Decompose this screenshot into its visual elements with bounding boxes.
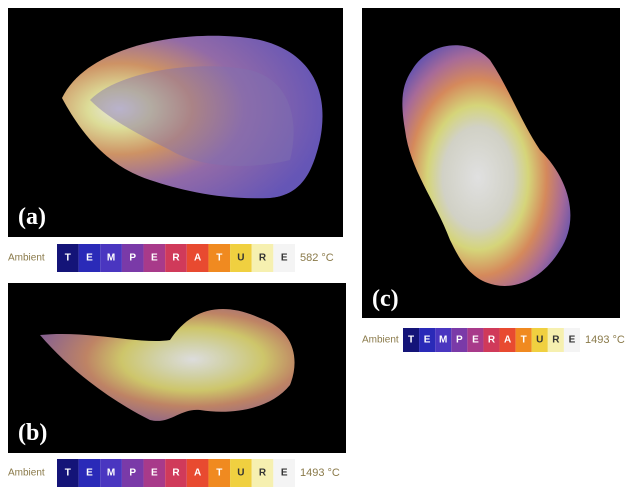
scale-letter: E <box>472 335 479 346</box>
scale-letter: A <box>504 335 511 346</box>
scale-letter: T <box>216 468 222 479</box>
scale-letter: M <box>439 335 447 346</box>
panel-label: (c) <box>372 286 399 312</box>
scale-letter: R <box>259 468 267 479</box>
scale-letter: E <box>569 335 576 346</box>
scale-end: 582 °C <box>300 252 334 264</box>
scale-start: Ambient <box>362 335 399 346</box>
scale-letter: R <box>259 253 267 264</box>
scale-letter: U <box>237 468 244 479</box>
scale-end: 1493 °C <box>300 467 340 479</box>
scale-letter: T <box>65 253 71 264</box>
scale-letter: T <box>521 335 527 346</box>
scale-end: 1493 °C <box>585 334 625 346</box>
scale-letter: E <box>424 335 431 346</box>
scale-letter: E <box>86 468 93 479</box>
scale-letter: R <box>552 335 560 346</box>
scale-letter: P <box>129 253 136 264</box>
scale-letter: E <box>151 253 158 264</box>
scale-letter: M <box>107 468 115 479</box>
scale-letter: T <box>65 468 71 479</box>
panel-label: (b) <box>18 420 47 446</box>
scale-start: Ambient <box>8 468 45 479</box>
scale-letter: M <box>107 253 115 264</box>
scale-letter: U <box>237 253 244 264</box>
scale-letter: E <box>151 468 158 479</box>
panel-label: (a) <box>18 204 46 230</box>
scale-letter: R <box>172 468 180 479</box>
scale-letter: T <box>408 335 414 346</box>
scale-letter: A <box>194 253 201 264</box>
scale-letter: P <box>129 468 136 479</box>
figure: (a) (b) (c) AmbientTEMPERATURE582 °CAmbi… <box>0 0 626 488</box>
scale-letter: R <box>172 253 180 264</box>
scale-letter: E <box>281 253 288 264</box>
scale-letter: U <box>536 335 543 346</box>
scale-letter: E <box>86 253 93 264</box>
scale-start: Ambient <box>8 253 45 264</box>
scale-letter: P <box>456 335 463 346</box>
scale-letter: E <box>281 468 288 479</box>
scale-letter: A <box>194 468 201 479</box>
scale-letter: R <box>488 335 496 346</box>
scale-letter: T <box>216 253 222 264</box>
